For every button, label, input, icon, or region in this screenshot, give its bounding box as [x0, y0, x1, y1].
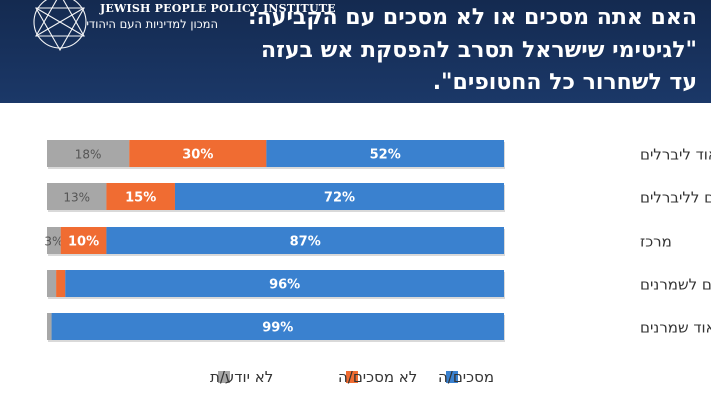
bar-value-label: 30% [182, 148, 213, 163]
bar-segment [266, 140, 504, 167]
header-banner: JEWISH PEOPLE POLICY INSTITUTE המכון למד… [0, 0, 711, 103]
jppi-star-logo-icon [33, 0, 87, 52]
bar-segment [47, 270, 57, 297]
bar-segment [106, 227, 504, 254]
bar-value-label: 72% [324, 191, 355, 206]
category-label: מאוד שמרנים [640, 319, 711, 337]
bar-value-label: 3% [44, 235, 63, 249]
legend-label: לא יודע/ת [210, 368, 273, 386]
legend-swatch [446, 371, 458, 383]
bar-value-label: 96% [269, 278, 300, 293]
category-label: נוטים לשמרנים [640, 276, 711, 294]
bar-segment [174, 183, 504, 210]
institute-name-hebrew: המכון למדיניות העם היהודי [86, 17, 218, 31]
bar-segment [47, 313, 52, 340]
legend-label: לא מסכים/ה [338, 368, 417, 386]
bar-value-label: 15% [125, 191, 156, 206]
bar-value-label: 87% [290, 235, 321, 250]
bar-segment [47, 183, 107, 210]
bar-segment [47, 140, 130, 167]
bar-segment [51, 313, 504, 340]
bar-value-label: 10% [68, 235, 99, 250]
stacked-bar-chart: 18% 30% 52% מאוד ליברלים 13% 15% 72% נוטים לליב… [44, 140, 711, 386]
bar-value-label: 13% [63, 191, 90, 205]
question-line-2: "לגיטימי שישראל תסרב להפסקת אש בעזה [260, 38, 697, 63]
category-label: מאוד ליברלים [640, 146, 711, 164]
bar-segment [129, 140, 267, 167]
question-line-1: האם אתה מסכים או לא מסכים עם הקביעה: [247, 5, 697, 30]
bar-value-label: 99% [262, 321, 293, 336]
bar-segment [60, 227, 107, 254]
bar-segment [106, 183, 175, 210]
bar-segment [56, 270, 66, 297]
institute-name-english: JEWISH PEOPLE POLICY INSTITUTE [100, 2, 336, 15]
question-line-3: עד לשחרור כל החטופים". [432, 70, 697, 95]
category-label: נוטים לליברלים [640, 189, 711, 207]
bar-segment [65, 270, 504, 297]
bar-segment [47, 227, 61, 254]
legend-label: מסכים/ה [438, 368, 494, 386]
legend-swatch [218, 371, 230, 383]
legend-swatch [346, 371, 358, 383]
bar-value-label: 18% [75, 148, 102, 162]
bar-value-label: 52% [370, 148, 401, 163]
category-label: מרכז [640, 233, 672, 251]
